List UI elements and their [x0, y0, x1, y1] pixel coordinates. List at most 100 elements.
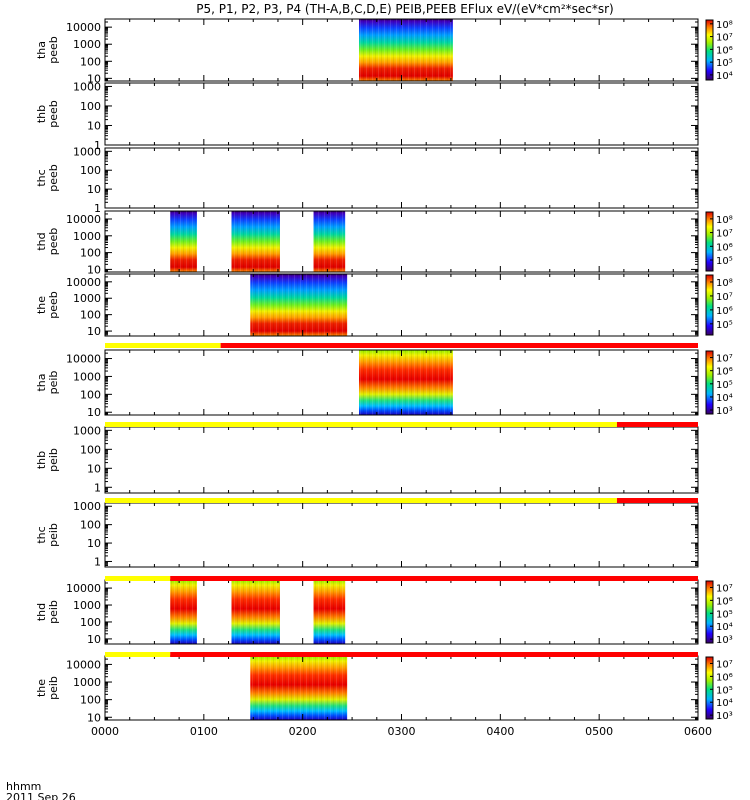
y-axis-label: the [35, 296, 48, 314]
panel-frame [104, 426, 699, 494]
time-tick-label: 0400 [486, 725, 514, 738]
colorbar-scale [705, 580, 714, 644]
colorbar-scale [705, 350, 714, 415]
y-axis-label: thc [35, 526, 48, 543]
mode-bar [105, 576, 699, 581]
colorbar-tick-label: 10⁵ [716, 685, 733, 696]
colorbar-tick-label: 10⁸ [716, 20, 733, 31]
colorbar-tick-label: 10⁷ [716, 292, 733, 303]
colorbar-tick-label: 10⁴ [716, 393, 733, 404]
y-tick-label: 100 [80, 388, 101, 401]
colorbar-tick-label: 10⁵ [716, 256, 733, 267]
y-tick-label: 1 [94, 555, 101, 568]
panel-thd-peeb: 10 100 1000 10000 thd peeb 10⁵ 10⁶ 10⁷ 10⁸ [35, 210, 733, 276]
y-axis-label: thd [35, 603, 48, 621]
y-tick-label: 100 [80, 247, 101, 260]
colorbar-tick-label: 10⁶ [716, 45, 733, 56]
y-tick-label: 1000 [73, 292, 101, 305]
colorbar-tick-label: 10³ [716, 635, 733, 646]
time-axis: 0000 0100 0200 0300 0400 0500 0600 [91, 725, 712, 738]
colorbar-tick-label: 10⁵ [716, 609, 733, 620]
colorbar-tick-label: 10⁶ [716, 242, 733, 253]
time-tick-label: 0500 [585, 725, 613, 738]
colorbar-tick-label: 10⁵ [716, 380, 733, 391]
panel-thc-peib: 1 10 100 1000 thc peib [35, 500, 699, 568]
panel-frame [104, 655, 699, 721]
colorbar: 10⁵ 10⁶ 10⁷ 10⁸ [705, 211, 733, 272]
y-tick-label: 10000 [66, 582, 101, 595]
spectrogram-texture [359, 350, 453, 415]
y-axis-label: peib [47, 448, 60, 472]
mode-bar-segment [616, 498, 698, 503]
y-tick-label: 10 [87, 72, 101, 85]
panel-thd-peib: 10 100 1000 10000 thd peib 10³ 10⁴ 10⁵ 10⁶ 10⁷ [35, 579, 733, 646]
y-axis-label: peib [47, 523, 60, 547]
y-tick-label: 10 [87, 711, 101, 724]
y-tick-label: 100 [80, 100, 101, 113]
spectrogram-texture [313, 211, 346, 272]
mode-bar [105, 422, 698, 427]
colorbar-scale [705, 19, 714, 81]
colorbar-tick-label: 10⁴ [716, 698, 733, 709]
colorbar-tick-label: 10⁷ [716, 229, 733, 240]
spectrogram-texture [250, 274, 348, 336]
y-tick-label: 1000 [73, 230, 101, 243]
panel-frame [104, 502, 699, 568]
spectrogram-texture [170, 580, 197, 644]
mode-bar-segment [105, 498, 617, 503]
y-tick-label: 1 [94, 481, 101, 494]
y-tick-label: 100 [80, 309, 101, 322]
y-axis-label: peeb [47, 291, 60, 319]
y-tick-label: 10000 [66, 213, 101, 226]
time-tick-label: 0300 [388, 725, 416, 738]
colorbar-tick-label: 10³ [716, 711, 733, 722]
y-axis-label: peib [47, 371, 60, 395]
colorbar-tick-label: 10⁷ [716, 659, 733, 670]
colorbar-tick-label: 10⁵ [716, 320, 733, 331]
y-axis-label: tha [35, 373, 48, 391]
mode-bar-segment [616, 422, 698, 427]
spectrogram-texture [359, 19, 453, 81]
y-tick-label: 10 [87, 119, 101, 132]
panel-the-peib: 10 100 1000 10000 the peib 10³ 10⁴ 10⁵ 10⁶ 10⁷ [35, 655, 733, 724]
time-tick-label: 0600 [684, 725, 712, 738]
spectrogram-texture [231, 580, 280, 644]
y-axis-label: peeb [47, 36, 60, 64]
colorbar-scale [705, 656, 714, 720]
y-tick-label: 1000 [73, 599, 101, 612]
panel-frame [104, 82, 699, 146]
time-corner-label: hhmm [6, 780, 41, 793]
y-tick-label: 10000 [66, 658, 101, 671]
mode-bar [105, 343, 698, 348]
colorbar-tick-label: 10⁷ [716, 583, 733, 594]
y-tick-label: 1 [94, 139, 101, 152]
mode-bar-segment [170, 652, 699, 657]
colorbar-tick-label: 10⁶ [716, 367, 733, 378]
y-tick-label: 10000 [66, 21, 101, 34]
panel-thc-peeb: 1 10 100 1000 thc peeb [35, 145, 699, 215]
spectrogram-texture [231, 211, 280, 272]
y-tick-label: 100 [80, 164, 101, 177]
time-tick-label: 0200 [289, 725, 317, 738]
colorbar-tick-label: 10⁶ [716, 596, 733, 607]
colorbar-tick-label: 10⁶ [716, 306, 733, 317]
mode-bar [105, 652, 699, 657]
time-tick-label: 0000 [91, 725, 119, 738]
panel-thb-peeb: 1 10 100 1000 thb peeb [35, 80, 699, 152]
y-tick-label: 10 [87, 537, 101, 550]
colorbar-tick-label: 10⁷ [716, 354, 733, 365]
time-tick-label: 0100 [190, 725, 218, 738]
mode-bars [105, 343, 699, 657]
y-tick-label: 10 [87, 183, 101, 196]
y-tick-label: 10 [87, 325, 101, 338]
y-axis-label: thb [35, 105, 48, 123]
y-axis-label: peib [47, 600, 60, 624]
y-tick-label: 10000 [66, 276, 101, 289]
y-tick-label: 100 [80, 519, 101, 532]
y-tick-label: 10 [87, 633, 101, 646]
y-tick-label: 1 [94, 202, 101, 215]
colorbar-scale [705, 274, 714, 336]
y-tick-label: 1000 [73, 370, 101, 383]
